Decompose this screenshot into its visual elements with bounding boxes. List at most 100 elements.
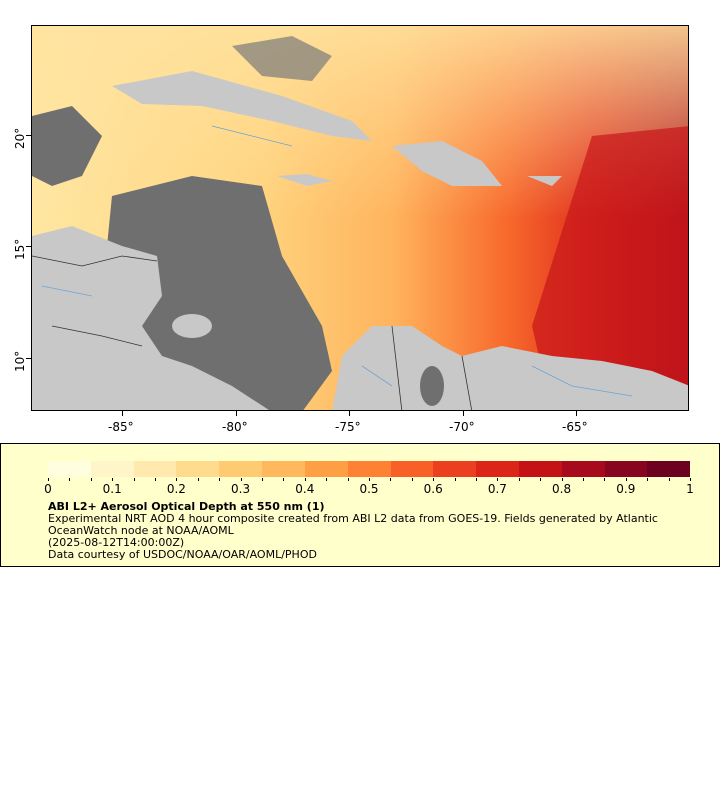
scale-minor-tick [690, 478, 691, 481]
legend-timestamp: (2025-08-12T14:00:00Z) [48, 536, 185, 549]
map-image [32, 26, 688, 410]
scale-minor-tick [240, 478, 242, 481]
color-scale-bar [48, 461, 691, 477]
legend-description: Experimental NRT AOD 4 hour composite cr… [48, 512, 658, 537]
y-tick-20 [26, 135, 31, 136]
scale-minor-tick [326, 478, 328, 481]
scale-segment [176, 461, 198, 477]
jamaica [277, 174, 332, 186]
scale-minor-tick [133, 478, 135, 481]
scale-segment [647, 461, 669, 477]
scale-segment [219, 461, 241, 477]
scale-segment [112, 461, 134, 477]
scale-minor-tick [48, 478, 49, 481]
rivers [41, 125, 633, 397]
scale-minor-tick [369, 478, 370, 481]
x-label-80: -80° [222, 420, 248, 434]
scale-minor-tick [668, 478, 670, 481]
scale-segment [197, 461, 220, 477]
scale-segment [347, 461, 370, 477]
scale-segment [369, 461, 391, 477]
scale-minor-tick [155, 478, 156, 481]
legend-title: ABI L2+ Aerosol Optical Depth at 550 nm … [48, 500, 325, 513]
scale-segment [283, 461, 305, 477]
x-label-65: -65° [562, 420, 588, 434]
scale-segment [48, 461, 70, 477]
scale-label: 0.1 [102, 482, 122, 496]
scale-minor-tick [219, 478, 221, 481]
scale-minor-tick [497, 478, 499, 481]
y-tick-10 [26, 358, 31, 359]
scale-minor-tick [304, 478, 306, 481]
scale-segment [155, 461, 177, 477]
no-data-gulf [32, 106, 102, 186]
scale-minor-tick [347, 478, 349, 481]
legend-text-block: ABI L2+ Aerosol Optical Depth at 550 nm … [48, 501, 698, 561]
cuba [112, 71, 372, 141]
scale-minor-tick [583, 478, 584, 481]
aerosol-map [31, 25, 689, 411]
scale-segment [668, 461, 691, 477]
scale-label: 1 [686, 482, 694, 496]
scale-label: 0 [44, 482, 52, 496]
central-america [32, 226, 269, 410]
x-tick-70 [463, 411, 464, 416]
scale-segment [90, 461, 113, 477]
scale-segment [540, 461, 562, 477]
scale-minor-tick [540, 478, 542, 481]
scale-minor-tick [283, 478, 285, 481]
no-data-caribbean-west [107, 176, 332, 410]
scale-segment [304, 461, 327, 477]
scale-minor-tick [604, 478, 606, 481]
scale-minor-tick [625, 478, 627, 481]
scale-segment [625, 461, 648, 477]
puerto-rico [527, 176, 562, 186]
lake-nicaragua [172, 314, 212, 338]
lake-maracaibo [420, 366, 444, 406]
high-aod-region [532, 126, 688, 410]
x-label-70: -70° [449, 420, 475, 434]
scale-label: 0.2 [166, 482, 186, 496]
scale-label: 0.4 [295, 482, 315, 496]
scale-minor-tick [262, 478, 263, 481]
scale-segment [133, 461, 156, 477]
scale-segment [583, 461, 605, 477]
x-tick-75 [349, 411, 350, 416]
legend-panel: ABI L2+ Aerosol Optical Depth at 550 nm … [0, 443, 720, 567]
scale-label: 0.9 [616, 482, 636, 496]
x-label-85: -85° [108, 420, 134, 434]
scale-minor-tick [176, 478, 178, 481]
scale-segment [411, 461, 434, 477]
y-label-10: 10° [13, 350, 27, 372]
scale-minor-tick [518, 478, 520, 481]
scale-minor-tick [90, 478, 92, 481]
country-borders [32, 255, 473, 410]
scale-segment [518, 461, 541, 477]
legend-credit: Data courtesy of USDOC/NOAA/OAR/AOML/PHO… [48, 548, 317, 561]
scale-segment [433, 461, 455, 477]
scale-label: 0.3 [231, 482, 251, 496]
y-tick-15 [26, 246, 31, 247]
x-tick-65 [576, 411, 577, 416]
scale-segment [240, 461, 263, 477]
scale-label: 0.7 [487, 482, 507, 496]
scale-minor-tick [390, 478, 392, 481]
scale-segment [69, 461, 91, 477]
y-label-15: 15° [13, 238, 27, 260]
scale-minor-tick [112, 478, 114, 481]
scale-minor-tick [561, 478, 563, 481]
scale-label: 0.6 [423, 482, 443, 496]
scale-segment [604, 461, 626, 477]
scale-segment [390, 461, 412, 477]
scale-segment [561, 461, 584, 477]
scale-segment [497, 461, 519, 477]
scale-minor-tick [454, 478, 456, 481]
x-tick-85 [122, 411, 123, 416]
scale-minor-tick [411, 478, 413, 481]
x-tick-80 [236, 411, 237, 416]
scale-segment [262, 461, 284, 477]
scale-minor-tick [647, 478, 649, 481]
scale-label: 0.8 [552, 482, 572, 496]
scale-minor-tick [476, 478, 477, 481]
scale-minor-tick [69, 478, 71, 481]
